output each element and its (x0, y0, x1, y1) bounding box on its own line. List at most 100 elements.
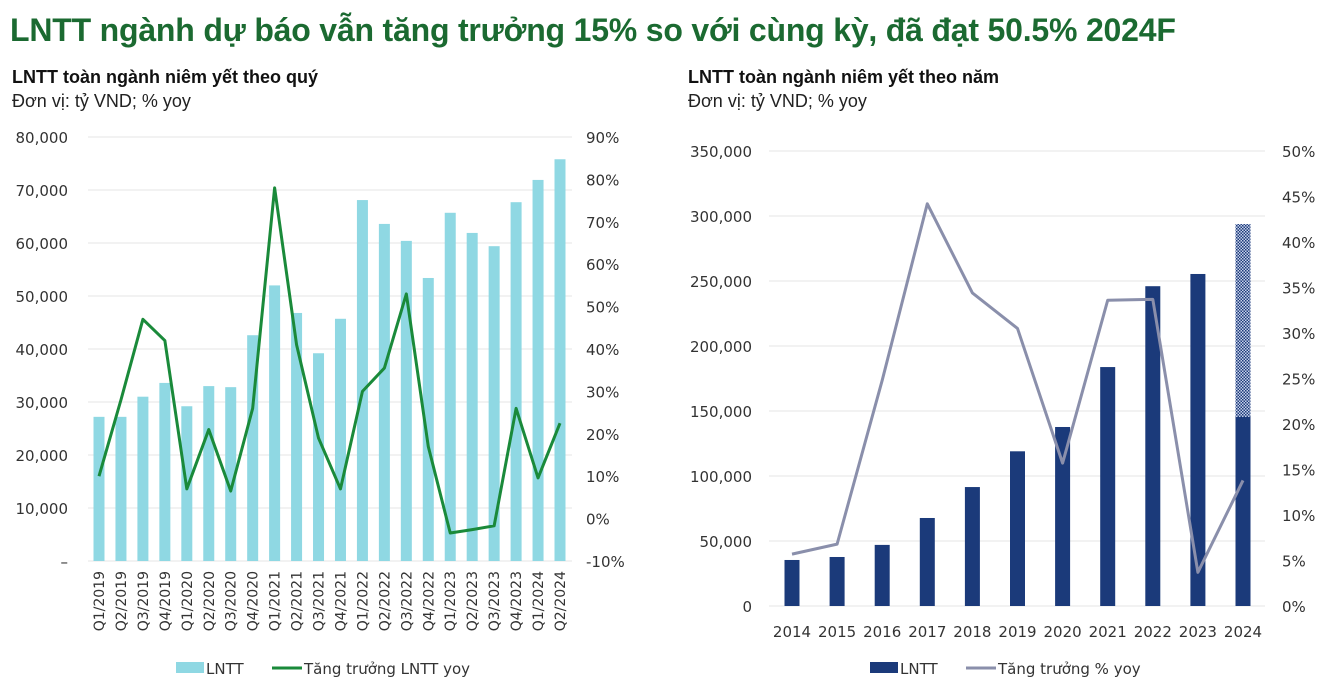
y-left-tick-label: 80,000 (16, 129, 69, 147)
y-left-tick-label: 50,000 (700, 533, 753, 551)
x-tick-label: Q3/2021 (312, 571, 328, 631)
y-right-tick-label: 0% (586, 511, 610, 529)
bar-Q4/2020 (247, 335, 259, 561)
bar-Q2/2020 (203, 386, 215, 561)
x-tick-label: 2024 (1224, 623, 1262, 641)
x-tick-label: 2023 (1179, 623, 1217, 641)
x-tick-label: Q1/2021 (268, 571, 284, 631)
bar-2022 (1145, 286, 1161, 606)
legend-swatch-bar (176, 662, 204, 673)
x-tick-label: Q4/2019 (158, 571, 174, 631)
bar-2019 (1010, 451, 1025, 606)
y-right-tick-label: 70% (586, 214, 619, 232)
bar-Q1/2021 (269, 285, 281, 561)
bar-Q3/2021 (313, 353, 325, 561)
bar-2014 (784, 559, 800, 606)
left-chart-unit: Đơn vị: tỷ VND; % yoy (12, 91, 191, 111)
y-left-tick-label: 150,000 (690, 403, 752, 421)
y-left-tick-label: 250,000 (690, 273, 752, 291)
right-chart-unit: Đơn vị: tỷ VND; % yoy (688, 91, 867, 111)
bar-Q3/2023 (488, 246, 500, 561)
x-tick-label: Q3/2023 (487, 571, 503, 631)
y-left-tick-label: 70,000 (16, 182, 69, 200)
y-right-tick-label: 45% (1282, 189, 1315, 207)
y-right-tick-label: 15% (1282, 462, 1315, 480)
legend-label: Tăng trưởng % yoy (997, 660, 1141, 678)
bar-Q4/2019 (159, 382, 171, 561)
bar-Q2/2023 (466, 232, 478, 561)
x-tick-label: Q2/2020 (202, 571, 218, 631)
bar-Q4/2023 (510, 202, 522, 561)
x-tick-label: 2022 (1134, 623, 1172, 641)
bar-Q1/2024 (532, 179, 544, 561)
y-right-tick-label: 10% (586, 468, 619, 486)
x-tick-label: 2016 (863, 623, 901, 641)
y-right-tick-label: 20% (1282, 416, 1315, 434)
y-left-tick-label: 100,000 (690, 468, 752, 486)
y-left-tick-label: 0 (742, 598, 752, 616)
bar-Q4/2021 (334, 318, 346, 561)
forecast-bar-2024 (1235, 224, 1251, 417)
bar-Q1/2022 (356, 200, 368, 561)
x-tick-label: 2021 (1089, 623, 1127, 641)
y-right-tick-label: 80% (586, 171, 619, 189)
legend-label: Tăng trưởng LNTT yoy (303, 660, 470, 678)
y-right-tick-label: 60% (586, 256, 619, 274)
y-left-tick-label: 200,000 (690, 338, 752, 356)
x-tick-label: Q4/2023 (509, 571, 525, 631)
bar-Q3/2019 (137, 396, 149, 561)
x-tick-label: 2018 (953, 623, 991, 641)
y-left-tick-label: 300,000 (690, 208, 752, 226)
bar-2018 (964, 487, 980, 606)
bar-Q2/2021 (291, 312, 303, 561)
y-left-tick-label: 40,000 (16, 341, 69, 359)
bar-2017 (919, 517, 935, 606)
right-chart-title: LNTT toàn ngành niêm yết theo năm (688, 67, 1000, 87)
y-left-tick-label: 350,000 (690, 143, 752, 161)
bar-Q1/2019 (93, 416, 105, 561)
x-tick-label: Q1/2019 (92, 571, 108, 631)
bar-Q2/2019 (115, 416, 127, 561)
x-tick-label: 2020 (1044, 623, 1082, 641)
growth-line (97, 186, 562, 535)
bar-Q4/2022 (422, 277, 434, 561)
x-tick-label: Q4/2021 (333, 571, 349, 631)
bar-2016 (874, 544, 890, 606)
y-right-tick-label: 20% (586, 426, 619, 444)
x-tick-label: Q4/2022 (421, 571, 437, 631)
bar-Q2/2024 (554, 159, 566, 561)
bar-2024 (1235, 416, 1251, 606)
x-tick-label: Q2/2019 (114, 571, 130, 631)
left-chart-title: LNTT toàn ngành niêm yết theo quý (12, 67, 318, 87)
bar-2021 (1100, 367, 1116, 606)
x-tick-label: 2014 (773, 623, 811, 641)
y-left-tick-label: 20,000 (16, 447, 69, 465)
y-right-tick-label: 50% (586, 299, 619, 317)
bar-2015 (829, 556, 845, 606)
x-tick-label: Q3/2019 (136, 571, 152, 631)
bar-Q2/2022 (378, 223, 390, 562)
x-tick-label: Q1/2023 (443, 571, 459, 631)
x-tick-label: 2015 (818, 623, 856, 641)
y-right-tick-label: 5% (1282, 553, 1306, 571)
y-right-tick-label: 25% (1282, 371, 1315, 389)
x-tick-label: Q3/2022 (399, 571, 415, 631)
y-right-tick-label: 35% (1282, 280, 1315, 298)
y-left-tick-label: – (61, 553, 69, 571)
y-left-tick-label: 10,000 (16, 500, 69, 518)
x-tick-label: Q2/2023 (465, 571, 481, 631)
x-tick-label: Q2/2022 (377, 571, 393, 631)
legend-swatch-bar (870, 662, 898, 673)
x-tick-label: Q1/2020 (180, 571, 196, 631)
x-tick-label: Q1/2024 (531, 571, 547, 631)
bar-Q3/2020 (225, 387, 237, 561)
y-right-tick-label: 90% (586, 129, 619, 147)
x-tick-label: Q2/2021 (290, 571, 306, 631)
legend-label: LNTT (900, 660, 938, 678)
page-title: LNTT ngành dự báo vẫn tăng trưởng 15% so… (10, 12, 1176, 48)
x-tick-label: 2017 (908, 623, 946, 641)
x-tick-label: 2019 (998, 623, 1036, 641)
y-right-tick-label: -10% (586, 553, 625, 571)
x-tick-label: Q4/2020 (246, 571, 262, 631)
